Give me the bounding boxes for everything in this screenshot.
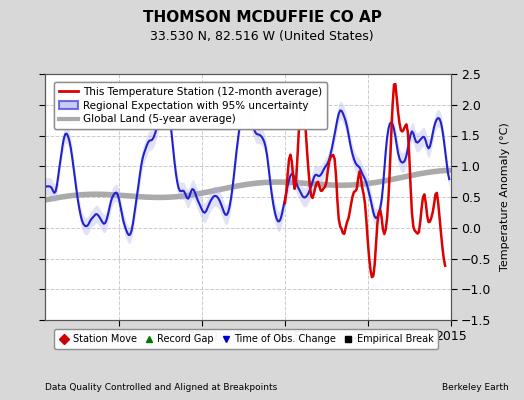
Text: Data Quality Controlled and Aligned at Breakpoints: Data Quality Controlled and Aligned at B… xyxy=(45,383,277,392)
Text: 33.530 N, 82.516 W (United States): 33.530 N, 82.516 W (United States) xyxy=(150,30,374,43)
Legend: Station Move, Record Gap, Time of Obs. Change, Empirical Break: Station Move, Record Gap, Time of Obs. C… xyxy=(54,330,438,349)
Text: Berkeley Earth: Berkeley Earth xyxy=(442,383,508,392)
Legend: This Temperature Station (12-month average), Regional Expectation with 95% uncer: This Temperature Station (12-month avera… xyxy=(54,82,328,129)
Text: THOMSON MCDUFFIE CO AP: THOMSON MCDUFFIE CO AP xyxy=(143,10,381,25)
Y-axis label: Temperature Anomaly (°C): Temperature Anomaly (°C) xyxy=(500,123,510,271)
